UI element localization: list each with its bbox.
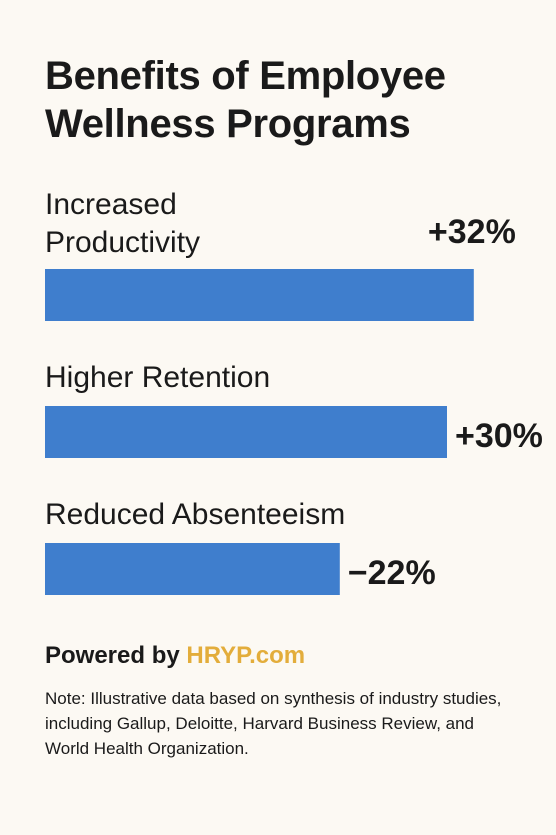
category-label-increased-productivity: Increased (45, 188, 177, 221)
value-label-reduced-absenteeism: −22% (348, 554, 436, 592)
powered-brand-link[interactable]: HRYP.com (186, 642, 306, 669)
source-note: Note: Illustrative data based on synthes… (45, 689, 502, 758)
category-label-increased-productivity: Productivity (45, 226, 200, 259)
powered-by: Powered by HRYP.com (45, 640, 305, 672)
category-label-higher-retention: Higher Retention (45, 361, 270, 394)
value-label-increased-productivity: +32% (428, 213, 516, 251)
bar-chart: Increased Productivity +32% Higher Retentio… (45, 188, 543, 595)
chart-title: Benefits of Employee Wellness Programs (45, 54, 446, 146)
value-label-higher-retention: +30% (455, 417, 543, 455)
bar-increased-productivity (45, 269, 474, 321)
bar-reduced-absenteeism (45, 543, 340, 595)
category-label-reduced-absenteeism: Reduced Absenteeism (45, 498, 345, 531)
powered-prefix: Powered by (45, 642, 180, 669)
bar-higher-retention (45, 406, 447, 458)
